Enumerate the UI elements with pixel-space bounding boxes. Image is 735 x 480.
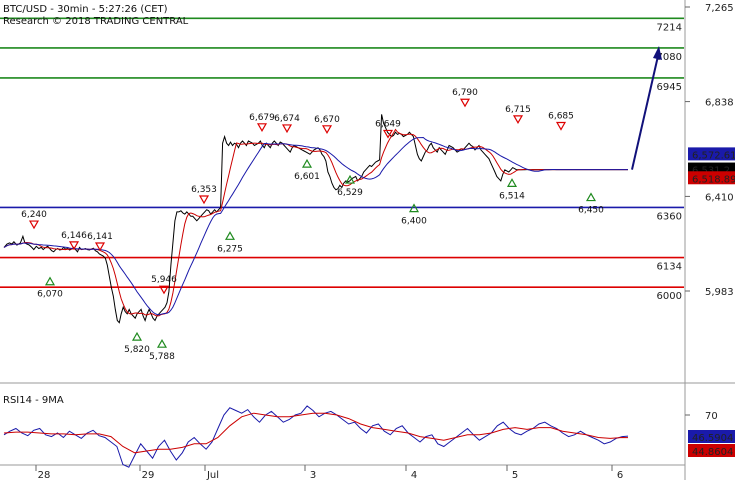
ma-slow-line xyxy=(3,136,628,316)
marker-up-6,275 xyxy=(224,231,236,240)
level-label-7214: 7214 xyxy=(657,22,682,33)
annotation-label-6,601: 6,601 xyxy=(294,172,320,182)
levels-layer: 7214 7080 6945 6360 6134 6000 xyxy=(0,17,684,302)
y-tick-label-6,838: 6,838 xyxy=(705,98,734,109)
level-label-6360: 6360 xyxy=(657,211,682,222)
price-layer xyxy=(3,45,662,324)
last-value-label-rsi: 46.5904 xyxy=(692,433,733,444)
rsi-label: RSI14 - 9MA xyxy=(3,395,64,406)
marker-down-6,670 xyxy=(321,125,333,135)
y-tick-label-7,265: 7,265 xyxy=(705,3,734,14)
annotation-label-6,353: 6,353 xyxy=(191,185,217,195)
annotation-label-6,400: 6,400 xyxy=(401,217,427,227)
marker-down-6,146 xyxy=(68,241,80,251)
last-value-box-ma_slow xyxy=(688,147,735,161)
annotation-label-6,146: 6,146 xyxy=(61,231,87,241)
annotation-label-6,679: 6,679 xyxy=(249,113,275,123)
marker-down-6,674 xyxy=(281,124,293,134)
marker-up-6,529 xyxy=(344,174,356,184)
marker-up-6,601 xyxy=(301,158,313,168)
x-tick-label-4: 4 xyxy=(411,470,417,480)
chart-title: BTC/USD - 30min - 5:27:26 (CET) xyxy=(3,4,168,15)
y-tick-label-5,983: 5,983 xyxy=(705,287,734,298)
annotation-label-6,514: 6,514 xyxy=(499,191,525,201)
marker-down-6,715 xyxy=(512,115,524,125)
marker-down-5,946 xyxy=(158,285,170,295)
y-tick-label-6,410: 6,410 xyxy=(705,192,734,203)
marker-down-6,685 xyxy=(555,121,567,131)
forecast-arrow-head xyxy=(653,45,662,60)
last-value-label-ma_fast: 6,518.89 xyxy=(692,174,735,185)
annotation-label-6,790: 6,790 xyxy=(452,88,478,98)
marker-down-6,353 xyxy=(198,195,210,205)
annotation-label-5,946: 5,946 xyxy=(151,275,177,285)
annotation-label-5,820: 5,820 xyxy=(124,345,150,355)
marker-down-6,141 xyxy=(94,242,106,252)
x-tick-label-28: 28 xyxy=(38,470,51,480)
last-value-box-ma_fast xyxy=(688,171,735,185)
ma-fast-line xyxy=(3,128,628,317)
last-value-label-ma_slow: 6,572.61 xyxy=(692,150,735,161)
marker-down-6,240 xyxy=(28,220,40,230)
level-label-6000: 6000 xyxy=(657,291,682,302)
marker-up-6,070 xyxy=(44,276,56,286)
marker-up-6,400 xyxy=(408,203,420,213)
x-tick-label-29: 29 xyxy=(142,470,155,480)
marker-down-6,790 xyxy=(459,98,471,108)
marker-up-5,788 xyxy=(156,338,168,348)
marker-down-6,649 xyxy=(382,129,394,139)
x-tick-label-3: 3 xyxy=(310,470,316,480)
marker-down-6,679 xyxy=(256,123,268,133)
marker-up-6,514 xyxy=(506,178,518,187)
marker-up-6,450 xyxy=(585,192,597,202)
annotation-label-6,450: 6,450 xyxy=(578,206,604,216)
annotation-label-6,670: 6,670 xyxy=(314,115,340,125)
annotation-label-6,275: 6,275 xyxy=(217,244,243,254)
x-tick-label-Jul: Jul xyxy=(206,470,219,480)
annotation-label-5,788: 5,788 xyxy=(149,352,175,362)
last-value-box-rsi xyxy=(688,430,735,443)
x-tick-label-6: 6 xyxy=(617,470,623,480)
last-value-box-rsi_ma xyxy=(688,444,735,457)
annotation-label-6,529: 6,529 xyxy=(337,188,363,198)
rsi_ma-line xyxy=(3,412,629,454)
axis-layer: 6,572.61 6,531.26,518.89 7,265 6,838 6,410 5,… xyxy=(35,3,735,480)
annotation-label-6,070: 6,070 xyxy=(37,290,63,300)
rsi-layer xyxy=(3,405,629,468)
annotation-label-6,240: 6,240 xyxy=(21,210,47,220)
level-label-7080: 7080 xyxy=(657,52,682,63)
level-label-6945: 6945 xyxy=(657,82,682,93)
annotation-label-6,715: 6,715 xyxy=(505,105,531,115)
forecast-arrow-shaft xyxy=(631,55,659,170)
research-credit: Research © 2018 TRADING CENTRAL xyxy=(3,16,189,27)
marker-up-5,820 xyxy=(131,331,143,341)
annotation-label-6,649: 6,649 xyxy=(375,119,401,129)
annotation-label-6,685: 6,685 xyxy=(548,111,574,121)
x-tick-label-5: 5 xyxy=(512,470,518,480)
last-value-label-rsi_ma: 44.8604 xyxy=(692,447,733,458)
annotation-label-6,141: 6,141 xyxy=(87,232,113,242)
level-label-6134: 6134 xyxy=(657,262,682,273)
last-value-label-price: 6,531.2 xyxy=(692,166,730,177)
annotation-label-6,674: 6,674 xyxy=(274,114,300,124)
rsi-tick-label-70: 70 xyxy=(705,411,718,422)
